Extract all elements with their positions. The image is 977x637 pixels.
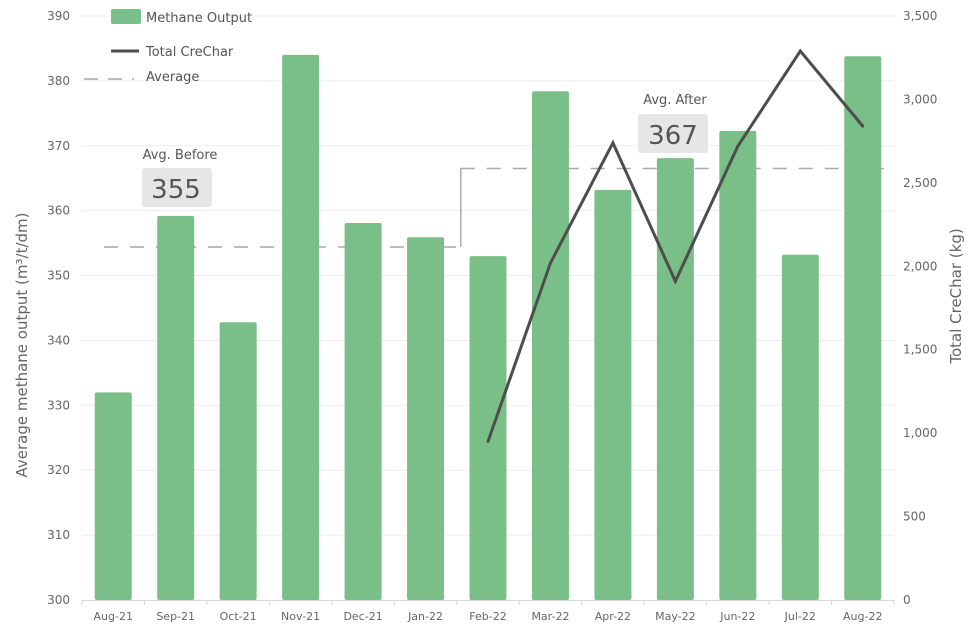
methane-bar[interactable] [719, 130, 757, 600]
annotation-value: 367 [648, 121, 698, 151]
methane-bar[interactable] [781, 254, 819, 600]
x-axis-tick: May-22 [655, 610, 696, 623]
left-axis-tick: 390 [47, 9, 70, 23]
left-axis-tick: 300 [47, 593, 70, 607]
annotation-label: Avg. Before [143, 148, 218, 163]
methane-bar[interactable] [344, 222, 382, 601]
right-axis-tick: 500 [903, 510, 926, 524]
legend-item-average[interactable]: Average [84, 70, 199, 85]
x-axis-tick: Aug-22 [843, 610, 882, 623]
left-axis-tick: 380 [47, 74, 70, 88]
methane-bar[interactable] [594, 189, 632, 600]
average-step-line [104, 167, 884, 248]
annotation-label: Avg. After [643, 93, 707, 108]
left-axis-tick: 370 [47, 139, 70, 153]
right-axis-tick: 2,500 [903, 176, 937, 190]
left-axis-tick: 350 [47, 269, 70, 283]
x-axis-tick: Feb-22 [469, 610, 506, 623]
legend-label: Total CreChar [145, 45, 234, 60]
methane-bar[interactable] [282, 54, 320, 600]
crechar-line [486, 48, 865, 443]
legend-label: Methane Output [146, 11, 252, 26]
left-axis-tick: 360 [47, 204, 70, 218]
x-axis-tick: Jan-22 [407, 610, 443, 623]
x-axis-tick: Apr-22 [595, 610, 631, 623]
methane-bar[interactable] [844, 56, 882, 601]
methane-bar[interactable] [157, 215, 195, 600]
methane-bar[interactable] [531, 91, 569, 600]
x-axis-tick: Aug-21 [94, 610, 133, 623]
legend: Methane Output Total CreChar Average [84, 9, 252, 85]
right-axis-tick: 1,000 [903, 426, 937, 440]
methane-bar[interactable] [94, 392, 132, 600]
right-axis-tick: 1,500 [903, 343, 937, 357]
axes: 300 310 320 330 340 350 360 370 380 390 0 500 1,000 1… [47, 9, 937, 623]
x-axis-tick: Jun-22 [719, 610, 755, 623]
x-axis-tick: Mar-22 [531, 610, 569, 623]
legend-bar-swatch-icon [111, 9, 141, 24]
right-axis-tick: 3,000 [903, 92, 937, 106]
x-axis-tick: Nov-21 [281, 610, 320, 623]
annotation-box [638, 114, 708, 153]
x-axis-tick: Jul-22 [784, 610, 816, 623]
annotation-avg-after: Avg. After 367 [638, 93, 708, 153]
right-axis-tick: 3,500 [903, 9, 937, 23]
x-axis-tick: Sep-21 [156, 610, 195, 623]
x-axis-tick: Oct-21 [220, 610, 257, 623]
right-axis-title: Total CreChar (kg) [947, 228, 965, 364]
legend-item-methane-output[interactable]: Methane Output [111, 9, 252, 26]
left-axis-title: Average methane output (m³/t/dm) [13, 213, 31, 478]
x-axis-tick: Dec-21 [343, 610, 382, 623]
annotation-box [142, 168, 212, 207]
left-axis-tick: 310 [47, 528, 70, 542]
annotation-value: 355 [151, 175, 201, 205]
crechar-polyline[interactable] [486, 48, 865, 443]
right-axis-tick: 2,000 [903, 259, 937, 273]
legend-item-total-crechar[interactable]: Total CreChar [111, 45, 234, 60]
methane-bars [94, 54, 882, 601]
methane-bar[interactable] [219, 322, 257, 600]
left-axis-tick: 340 [47, 333, 70, 347]
right-axis-tick: 0 [903, 593, 911, 607]
methane-bar[interactable] [656, 158, 694, 600]
methane-bar[interactable] [407, 237, 445, 600]
legend-label: Average [146, 70, 199, 85]
annotation-avg-before: Avg. Before 355 [142, 148, 217, 207]
left-axis-tick: 330 [47, 398, 70, 412]
methane-bar[interactable] [469, 256, 507, 600]
left-axis-tick: 320 [47, 463, 70, 477]
